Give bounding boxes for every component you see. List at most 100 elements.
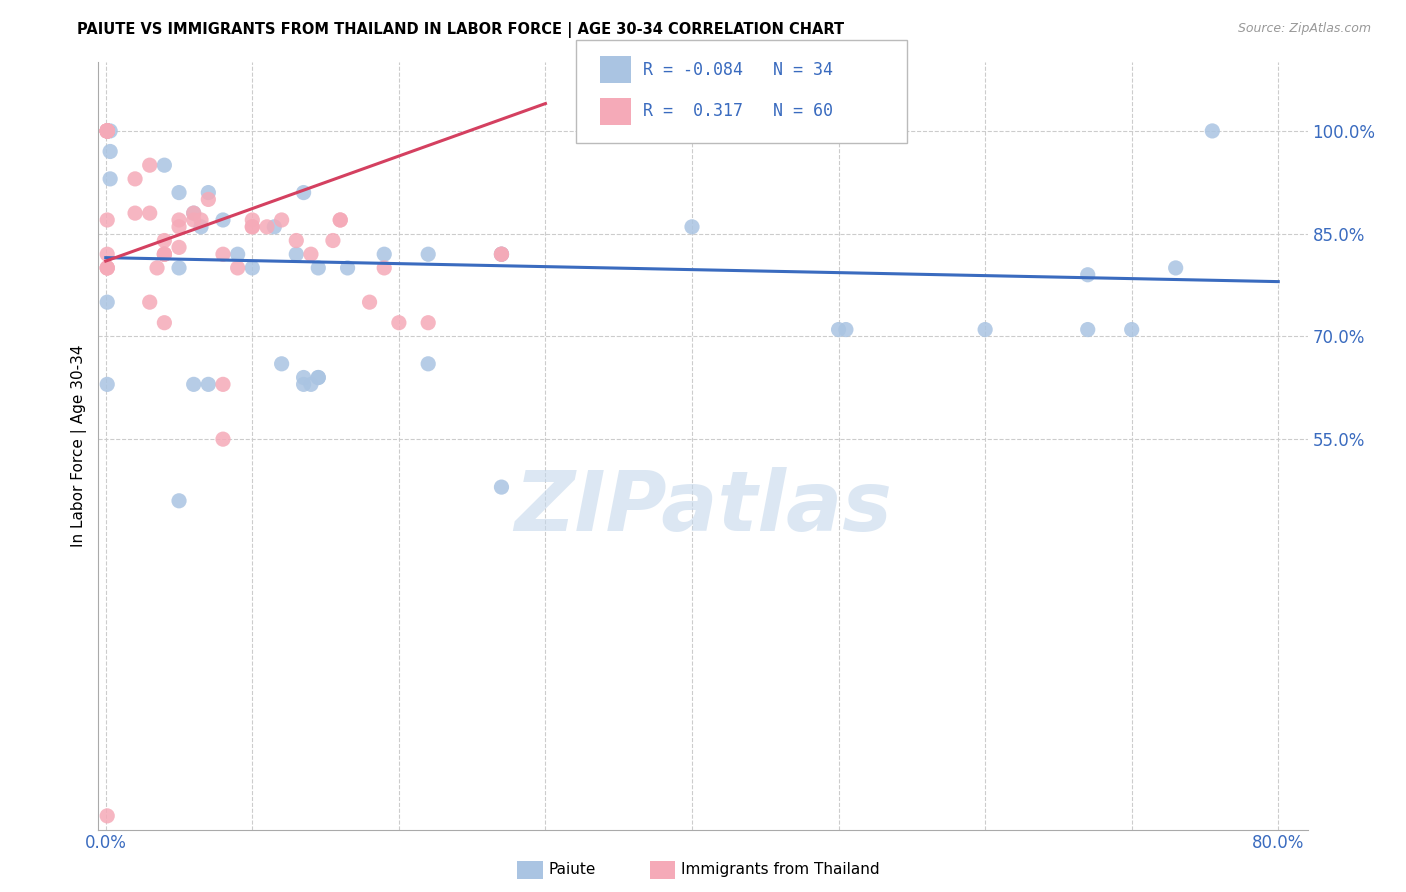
Point: [307, 260, 329, 275]
Point: [197, 377, 219, 392]
Point: [491, 480, 513, 494]
Point: [153, 247, 176, 261]
Point: [96, 377, 118, 392]
Point: [1164, 260, 1187, 275]
Point: [418, 316, 440, 330]
Point: [153, 316, 176, 330]
Point: [270, 357, 292, 371]
Point: [96, 124, 118, 138]
Point: [124, 172, 146, 186]
Point: [197, 186, 219, 200]
Point: [96, 124, 118, 138]
Text: ZIPatlas: ZIPatlas: [515, 467, 891, 548]
Point: [270, 213, 292, 227]
Text: Paiute: Paiute: [548, 863, 596, 877]
Point: [329, 213, 352, 227]
Point: [292, 377, 315, 392]
Point: [418, 357, 440, 371]
Point: [183, 213, 205, 227]
Point: [96, 124, 118, 138]
Point: [153, 158, 176, 172]
Point: [190, 219, 212, 234]
Point: [491, 247, 513, 261]
Point: [197, 193, 219, 207]
Point: [226, 247, 249, 261]
Point: [974, 322, 997, 336]
Point: [285, 247, 308, 261]
Point: [212, 432, 235, 446]
Point: [146, 260, 169, 275]
Point: [96, 260, 118, 275]
Point: [167, 186, 190, 200]
Point: [212, 247, 235, 261]
Point: [240, 260, 263, 275]
Point: [307, 370, 329, 384]
Point: [373, 247, 395, 261]
Point: [190, 213, 212, 227]
Point: [212, 377, 235, 392]
Point: [98, 145, 121, 159]
Point: [167, 493, 190, 508]
Point: [491, 247, 513, 261]
Point: [96, 124, 118, 138]
Point: [153, 247, 176, 261]
Point: [285, 234, 308, 248]
Point: [96, 809, 118, 823]
Point: [1077, 322, 1099, 336]
Point: [124, 206, 146, 220]
Point: [98, 124, 121, 138]
Point: [96, 295, 118, 310]
Point: [96, 124, 118, 138]
Point: [96, 124, 118, 138]
Text: R =  0.317   N = 60: R = 0.317 N = 60: [643, 103, 832, 120]
Point: [256, 219, 278, 234]
Point: [167, 213, 190, 227]
Point: [167, 219, 190, 234]
Point: [96, 124, 118, 138]
Point: [183, 206, 205, 220]
Point: [98, 172, 121, 186]
Text: Source: ZipAtlas.com: Source: ZipAtlas.com: [1237, 22, 1371, 36]
Point: [1201, 124, 1223, 138]
Point: [292, 186, 315, 200]
Point: [96, 260, 118, 275]
Point: [1077, 268, 1099, 282]
Point: [418, 247, 440, 261]
Point: [226, 260, 249, 275]
Point: [96, 124, 118, 138]
Point: [138, 295, 160, 310]
Point: [827, 322, 849, 336]
Point: [96, 260, 118, 275]
Point: [183, 206, 205, 220]
Text: Immigrants from Thailand: Immigrants from Thailand: [681, 863, 879, 877]
Point: [388, 316, 411, 330]
Point: [307, 370, 329, 384]
Text: PAIUTE VS IMMIGRANTS FROM THAILAND IN LABOR FORCE | AGE 30-34 CORRELATION CHART: PAIUTE VS IMMIGRANTS FROM THAILAND IN LA…: [77, 22, 845, 38]
Point: [96, 124, 118, 138]
Point: [96, 124, 118, 138]
Point: [96, 124, 118, 138]
Point: [167, 260, 190, 275]
Point: [835, 322, 858, 336]
Point: [240, 219, 263, 234]
Point: [491, 247, 513, 261]
Y-axis label: In Labor Force | Age 30-34: In Labor Force | Age 30-34: [72, 344, 87, 548]
Point: [167, 240, 190, 254]
Point: [1121, 322, 1143, 336]
Point: [96, 124, 118, 138]
Point: [212, 213, 235, 227]
Point: [299, 247, 322, 261]
Point: [153, 247, 176, 261]
Point: [240, 219, 263, 234]
Text: R = -0.084   N = 34: R = -0.084 N = 34: [643, 61, 832, 78]
Point: [491, 247, 513, 261]
Point: [681, 219, 703, 234]
Point: [138, 158, 160, 172]
Point: [359, 295, 381, 310]
Point: [329, 213, 352, 227]
Point: [373, 260, 395, 275]
Point: [240, 213, 263, 227]
Point: [322, 234, 344, 248]
Point: [153, 234, 176, 248]
Point: [292, 370, 315, 384]
